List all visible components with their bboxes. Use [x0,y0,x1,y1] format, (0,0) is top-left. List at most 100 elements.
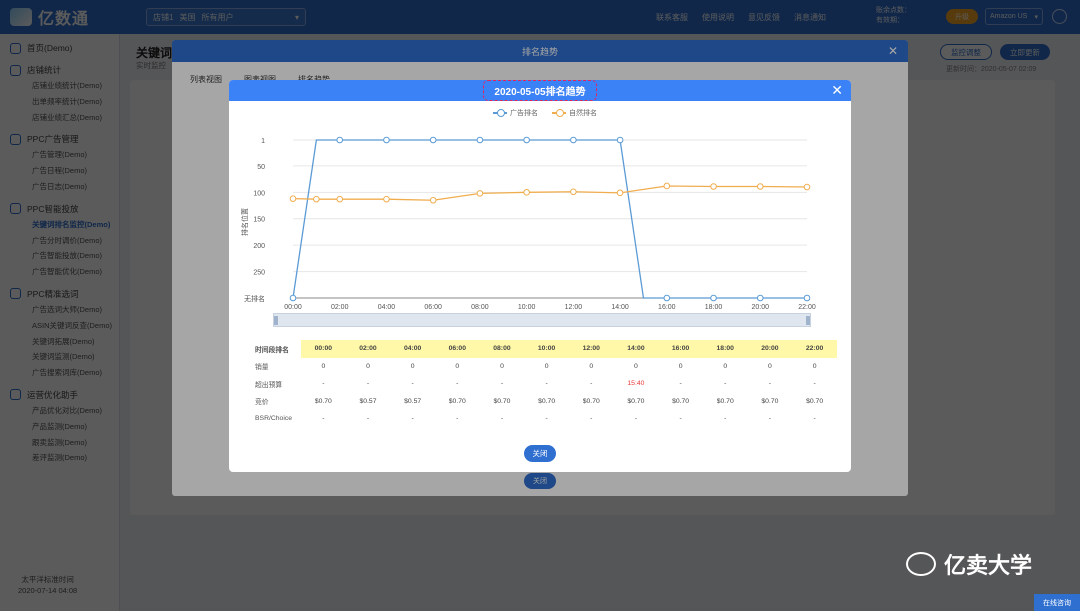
nav-group-header[interactable]: 首页(Demo) [0,40,119,56]
x-tick-label: 08:00 [471,304,489,311]
trend-modal-close-button[interactable]: 关闭 [524,473,556,489]
nav-group-title: 店铺统计 [27,65,62,75]
tab-rank-trend[interactable]: 排名趋势 [298,74,330,85]
time-slot-header: 22:00 [792,340,837,358]
table-row: 超出预算 - - - - - - - 15:40 - - - - [245,375,837,393]
sidebar-item[interactable]: 广告日程(Demo) [32,166,88,176]
zoom-slider[interactable] [273,313,811,327]
data-point [616,189,624,197]
chevron-down-icon: ▾ [294,12,299,22]
daily-trend-close-button[interactable]: 关闭 [524,445,556,462]
logo-icon [10,8,32,26]
close-icon[interactable]: ✕ [887,44,898,58]
x-tick-label: 16:00 [658,304,676,311]
table-cell: $0.70 [672,397,690,405]
daily-trend-modal: 2020-05-05排名趋势 ✕ 广告排名 自然排名 1 50 100 150 200 2… [229,80,851,472]
sidebar-item[interactable]: 广告搜索词库(Demo) [32,368,103,378]
table-cell: - [634,415,638,423]
table-cell: 0 [366,362,370,370]
time-slot-header: 10:00 [524,340,569,358]
x-tick-label: 20:00 [752,304,770,311]
nav-group-header[interactable]: PPC智能投放 [0,201,119,217]
table-cell: $0.70 [314,397,332,405]
zoom-handle-right[interactable] [806,316,810,325]
tab-list-view[interactable]: 列表视图 [190,75,222,84]
table-cell: $0.57 [359,397,377,405]
watermark-text: 亿卖大学 [944,553,1033,578]
monitor-adjust-button[interactable]: 监控调整 [940,44,992,60]
sidebar-item[interactable]: 广告智能优化(Demo) [32,267,103,277]
logo[interactable]: 亿数通 [10,6,120,28]
y-tick-label: 无排名 [244,294,265,303]
sidebar-item[interactable]: 广告选词大师(Demo) [32,304,103,314]
table-row: 竞价 $0.70 $0.57 $0.57 $0.70 $0.70 $0.70 $0.70 $0.… [245,393,837,411]
x-tick-label: 18:00 [705,304,723,311]
sidebar-item[interactable]: 出单频率统计(Demo) [32,96,103,106]
update-now-button[interactable]: 立即更新 [1000,44,1050,60]
data-point [616,136,624,144]
sidebar-item[interactable]: 店铺业绩统计(Demo) [32,81,103,90]
gear-icon[interactable] [1052,9,1067,24]
nav-group-header[interactable]: 运营优化助手 [0,387,119,403]
sidebar-item[interactable]: ASIN关键词反查(Demo) [32,320,113,330]
table-cell: $0.70 [627,397,645,405]
x-tick-label: 12:00 [565,304,583,311]
series-line-ad-rank [292,139,807,299]
sidebar-item[interactable]: 跟卖监测(Demo) [32,437,88,447]
upgrade-button[interactable]: 升级 [946,9,978,24]
close-icon[interactable]: ✕ [831,82,843,98]
time-slot-header: 00:00 [301,340,346,358]
time-slot-header: 02:00 [345,340,391,358]
nav-group: PPC广告管理广告管理(Demo) 广告日程(Demo) 广告日志(Demo) [0,131,119,194]
sidebar-item[interactable]: 关键词排名监控(Demo) [32,219,111,229]
x-tick-label: 14:00 [611,304,629,311]
table-cell: - [724,415,727,423]
nav-group-header[interactable]: PPC精准选词 [0,286,119,302]
legend-organic-rank[interactable]: 自然排名 [552,108,597,118]
online-chat-button[interactable]: 在线咨询 [1034,594,1080,611]
table-row: BSR/Choice - - - - - - - - - - - - [245,410,837,428]
link-notifications[interactable]: 消息通知 [794,13,826,22]
data-point [570,136,577,144]
table-cell: - [366,380,370,388]
sidebar-item[interactable]: 差评监测(Demo) [32,453,88,463]
x-tick-label: 02:00 [331,304,349,311]
sidebar-item[interactable]: 广告智能投放(Demo) [32,251,103,261]
sidebar-item[interactable]: 广告分时调价(Demo) [32,235,103,245]
store-users: 所有用户 [201,12,234,22]
sidebar-item[interactable]: 广告日志(Demo) [32,181,88,191]
table-cell: $0.70 [493,397,511,405]
market-select[interactable]: Amazon US ▾ [985,8,1043,25]
sidebar-item[interactable]: 店铺业绩汇总(Demo) [32,112,103,122]
series-line-organic-rank [292,185,808,201]
x-tick-label: 00:00 [284,304,302,311]
sidebar-item[interactable]: 产品监测(Demo) [32,421,88,431]
sidebar-item[interactable]: 关键词拓展(Demo) [32,336,95,346]
trend-modal-title: 排名趋势 [521,46,558,57]
sidebar-item[interactable]: 广告管理(Demo) [32,150,88,160]
table-cell: - [456,380,459,388]
table-header-row: 时间段排名 00:00 02:00 04:00 06:00 08:00 10:00 12:00… [245,340,837,358]
zoom-handle-left[interactable] [274,316,278,325]
balances: 账余点数： 有效期： [876,6,911,26]
link-feedback[interactable]: 意见反馈 [748,13,780,22]
legend-ad-rank-marker [493,109,507,117]
store-select[interactable]: 店铺1 美国 所有用户 ▾ [146,8,306,26]
sidebar-item[interactable]: 关键词监测(Demo) [32,352,95,362]
nav-group-header[interactable]: PPC广告管理 [0,131,119,147]
sidebar-item[interactable]: 产品优化对比(Demo) [32,405,103,415]
time-slot-header: 18:00 [702,340,748,358]
nav-group: PPC精准选词广告选词大师(Demo) ASIN关键词反查(Demo) 关键词拓展(… [0,286,119,381]
data-point [383,136,390,144]
table-cell: - [813,380,816,388]
nav-group-header[interactable]: 店铺统计 [0,62,119,78]
nav-group: 首页(Demo) [0,40,119,56]
main-area: 关键词 实时监控 [120,34,1080,611]
link-guide[interactable]: 使用说明 [702,13,734,22]
table-cell: - [500,380,504,388]
legend-ad-rank[interactable]: 广告排名 [493,108,538,118]
table-cell: - [411,415,414,423]
tab-chart-view[interactable]: 图表视图 [244,74,276,85]
table-cell: 0 [589,362,594,370]
link-support[interactable]: 联系客服 [656,13,688,22]
